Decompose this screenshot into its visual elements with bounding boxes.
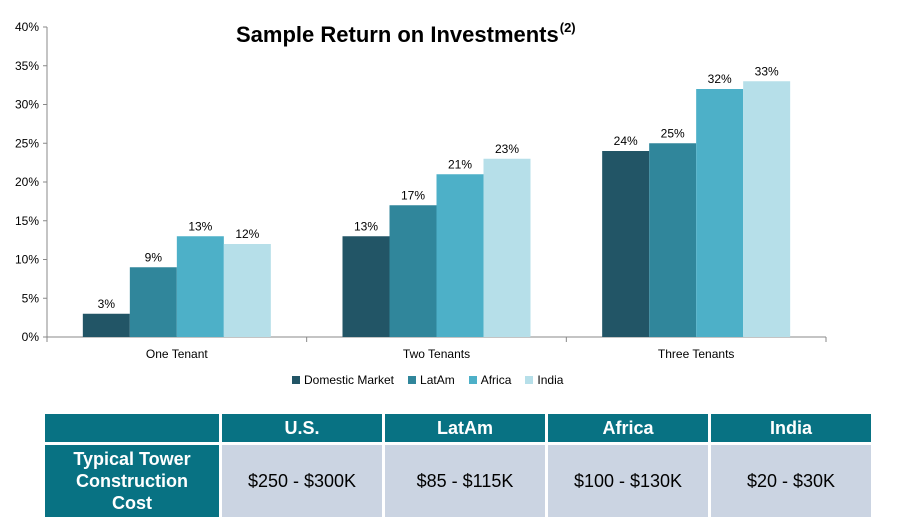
legend-swatch [468, 376, 477, 384]
data-label: 3% [98, 297, 116, 311]
bar [436, 174, 484, 337]
data-label: 23% [495, 142, 519, 156]
column-header-us: U.S. [222, 414, 382, 442]
row-header-line: Construction [76, 471, 188, 491]
legend-label: Africa [480, 373, 512, 387]
bar [342, 236, 390, 337]
column-header-latam: LatAm [385, 414, 545, 442]
legend-swatch [525, 376, 534, 384]
data-label: 17% [401, 188, 425, 202]
data-label: 33% [755, 64, 779, 78]
y-tick-label: 35% [15, 59, 39, 73]
data-label: 24% [614, 134, 638, 148]
data-label: 32% [708, 72, 732, 86]
bar [649, 143, 697, 337]
bar [483, 158, 531, 337]
table-corner-cell [45, 414, 219, 442]
data-label: 21% [448, 157, 472, 171]
legend-swatch [292, 376, 300, 384]
title-footnote-marker: (2) [559, 20, 576, 35]
bar [696, 89, 744, 337]
table-header-row: U.S. LatAm Africa India [45, 414, 871, 442]
y-tick-label: 25% [15, 136, 39, 150]
bar [176, 236, 224, 337]
bar [602, 151, 650, 337]
chart-title: Sample Return on Investments(2) [236, 20, 576, 47]
data-label: 13% [188, 219, 212, 233]
legend-item-domestic-market: Domestic Market [292, 373, 394, 387]
table-row: Typical Tower Construction Cost $250 - $… [45, 445, 871, 517]
legend-item-africa: Africa [468, 373, 512, 387]
x-tick-label: Three Tenants [658, 347, 735, 361]
y-tick-label: 15% [15, 214, 39, 228]
legend-swatch [408, 376, 417, 384]
bar [129, 267, 177, 337]
data-label: 25% [661, 126, 685, 140]
bar [82, 313, 130, 337]
row-header-line: Typical Tower [73, 449, 191, 469]
data-label: 9% [145, 250, 163, 264]
legend-label: Domestic Market [304, 373, 395, 387]
bar [743, 81, 791, 337]
legend-item-latam: LatAm [408, 373, 455, 387]
row-header-typical-tower-cost: Typical Tower Construction Cost [45, 445, 219, 517]
cost-cell-africa: $100 - $130K [548, 445, 708, 517]
y-tick-label: 5% [22, 291, 40, 305]
construction-cost-table: U.S. LatAm Africa India Typical Tower Co… [42, 411, 874, 520]
y-tick-label: 20% [15, 175, 39, 189]
column-header-india: India [711, 414, 871, 442]
cost-cell-india: $20 - $30K [711, 445, 871, 517]
y-tick-label: 0% [22, 330, 40, 344]
legend-item-india: India [525, 373, 563, 387]
cost-cell-us: $250 - $300K [222, 445, 382, 517]
x-tick-label: Two Tenants [403, 347, 470, 361]
data-label: 13% [354, 219, 378, 233]
y-tick-label: 40% [15, 20, 39, 34]
y-tick-label: 10% [15, 253, 39, 267]
legend-label: LatAm [420, 373, 455, 387]
x-tick-label: One Tenant [146, 347, 208, 361]
roi-bar-chart: 0% 5% 10% 15% 20% 25% 30% 35% 40% 3% 9% 13% 12% One T… [15, 20, 827, 361]
column-header-africa: Africa [548, 414, 708, 442]
bar [389, 205, 437, 337]
chart-legend: Domestic Market LatAm Africa India [292, 373, 563, 387]
row-header-line: Cost [112, 493, 152, 513]
data-label: 12% [235, 227, 259, 241]
bar [223, 244, 271, 337]
y-tick-label: 30% [15, 98, 39, 112]
legend-label: India [537, 373, 564, 387]
cost-cell-latam: $85 - $115K [385, 445, 545, 517]
